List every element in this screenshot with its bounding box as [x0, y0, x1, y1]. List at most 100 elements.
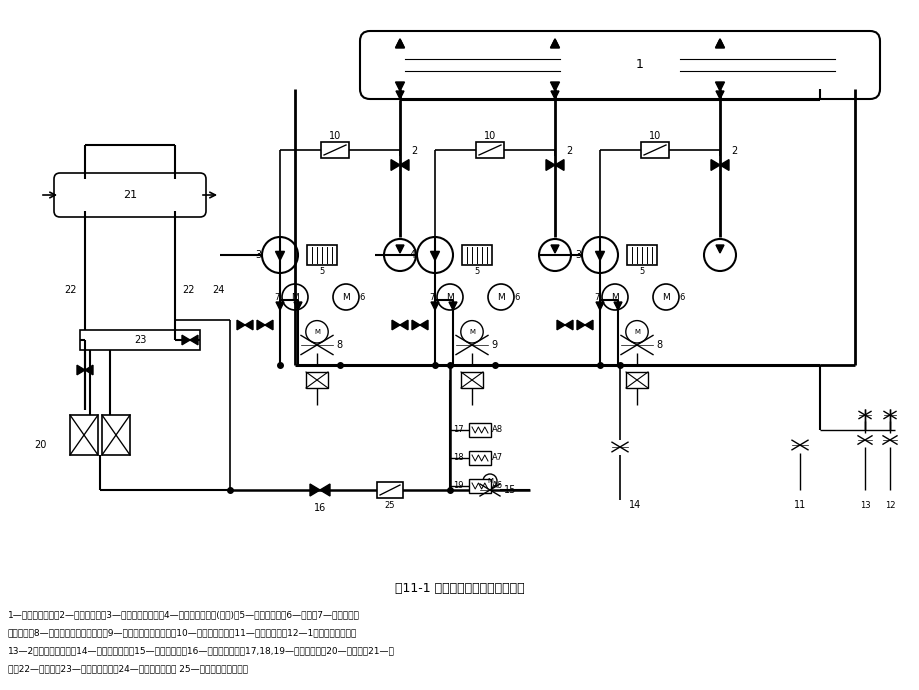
Circle shape [539, 239, 571, 271]
Polygon shape [237, 320, 244, 330]
Text: 18: 18 [452, 453, 463, 462]
Text: M: M [662, 293, 669, 302]
Text: 9: 9 [491, 340, 496, 350]
Bar [641, 142, 668, 158]
Polygon shape [395, 91, 403, 99]
Circle shape [460, 321, 482, 343]
Text: 4: 4 [410, 250, 415, 260]
Bar [625, 372, 647, 388]
FancyBboxPatch shape [359, 31, 879, 99]
Text: 7: 7 [594, 293, 599, 302]
Polygon shape [85, 365, 93, 375]
Polygon shape [564, 320, 573, 330]
Text: 23: 23 [133, 335, 146, 345]
Text: 15: 15 [504, 485, 516, 495]
Polygon shape [550, 91, 559, 99]
Text: 5: 5 [639, 266, 644, 275]
Text: 7: 7 [274, 293, 279, 302]
Text: 6: 6 [678, 293, 684, 302]
Polygon shape [256, 320, 265, 330]
Polygon shape [275, 251, 284, 260]
Text: M: M [486, 478, 493, 484]
Polygon shape [545, 159, 554, 170]
Circle shape [625, 321, 648, 343]
Bar [307, 245, 336, 265]
Polygon shape [77, 365, 85, 375]
Circle shape [416, 237, 452, 273]
Circle shape [487, 284, 514, 310]
Polygon shape [395, 245, 403, 253]
Polygon shape [294, 302, 301, 310]
Polygon shape [391, 320, 400, 330]
Polygon shape [244, 320, 253, 330]
Text: A8: A8 [492, 426, 503, 435]
Polygon shape [715, 91, 723, 99]
Text: 13: 13 [858, 500, 869, 509]
Text: 22: 22 [183, 285, 195, 295]
Polygon shape [276, 302, 284, 310]
Polygon shape [715, 245, 723, 253]
Text: 12: 12 [884, 500, 894, 509]
Text: 20: 20 [34, 440, 46, 450]
Bar [377, 482, 403, 498]
Bar [627, 245, 656, 265]
Text: M: M [446, 293, 453, 302]
Polygon shape [613, 302, 621, 310]
Text: M: M [469, 329, 474, 335]
Bar [80, 330, 199, 350]
Text: 11: 11 [793, 500, 805, 510]
Text: 图11-1 锅炉给水系统工艺流程简图: 图11-1 锅炉给水系统工艺流程简图 [395, 582, 524, 595]
Text: 7: 7 [429, 293, 434, 302]
Text: 10: 10 [328, 131, 341, 141]
Polygon shape [430, 251, 439, 260]
Bar [461, 245, 492, 265]
Text: 1—除氧器给水筱；2—给水前置泵；3—电动调速给水泵；4—电动调速给水泵(备用)；5—液力联轴器；6—电机；7—液力联轴器: 1—除氧器给水筱；2—给水前置泵；3—电动调速给水泵；4—电动调速给水泵(备用)… [8, 610, 359, 619]
Polygon shape [310, 484, 320, 496]
Circle shape [652, 284, 678, 310]
Text: 19: 19 [452, 482, 463, 491]
Polygon shape [395, 39, 403, 47]
Text: 13—2级减温器减温水；14—再热器减温水；15—锅炉启动阀；16—主给水电动阀；17,18,19—高压加热器；20—省煤器；21—汽: 13—2级减温器减温水；14—再热器减温水；15—锅炉启动阀；16—主给水电动阀… [8, 646, 394, 655]
Bar [70, 415, 98, 455]
Polygon shape [556, 320, 564, 330]
Polygon shape [320, 484, 330, 496]
Text: 8: 8 [655, 340, 662, 350]
Text: 8: 8 [335, 340, 342, 350]
Polygon shape [595, 251, 604, 260]
Polygon shape [391, 159, 400, 170]
Text: 3: 3 [255, 250, 261, 260]
Polygon shape [420, 320, 427, 330]
Bar [475, 142, 504, 158]
Polygon shape [448, 302, 457, 310]
Circle shape [482, 474, 496, 488]
Text: M: M [290, 293, 299, 302]
Text: 5: 5 [319, 266, 324, 275]
Text: 包；22—下降管；23—水冷壁下联笱；24—省煤器再循环； 25—总给水流量测量装置: 包；22—下降管；23—水冷壁下联笱；24—省煤器再循环； 25—总给水流量测量… [8, 664, 248, 673]
Polygon shape [395, 39, 404, 48]
Polygon shape [430, 302, 438, 310]
Circle shape [437, 284, 462, 310]
Circle shape [262, 237, 298, 273]
Polygon shape [400, 159, 409, 170]
Polygon shape [550, 39, 559, 48]
Polygon shape [715, 82, 724, 91]
Bar [102, 415, 130, 455]
Text: 6: 6 [359, 293, 364, 302]
Bar [460, 372, 482, 388]
FancyBboxPatch shape [54, 173, 206, 217]
Polygon shape [550, 39, 559, 47]
Circle shape [582, 237, 618, 273]
Circle shape [383, 239, 415, 271]
Text: M: M [610, 293, 618, 302]
Text: 16: 16 [313, 503, 325, 513]
Text: M: M [633, 329, 640, 335]
Polygon shape [596, 302, 604, 310]
Circle shape [305, 321, 328, 343]
Bar [469, 479, 491, 493]
Bar [306, 372, 328, 388]
Text: 2: 2 [411, 146, 416, 156]
Text: 21: 21 [123, 190, 137, 200]
Bar [469, 423, 491, 437]
Polygon shape [190, 335, 198, 345]
Polygon shape [395, 82, 404, 91]
